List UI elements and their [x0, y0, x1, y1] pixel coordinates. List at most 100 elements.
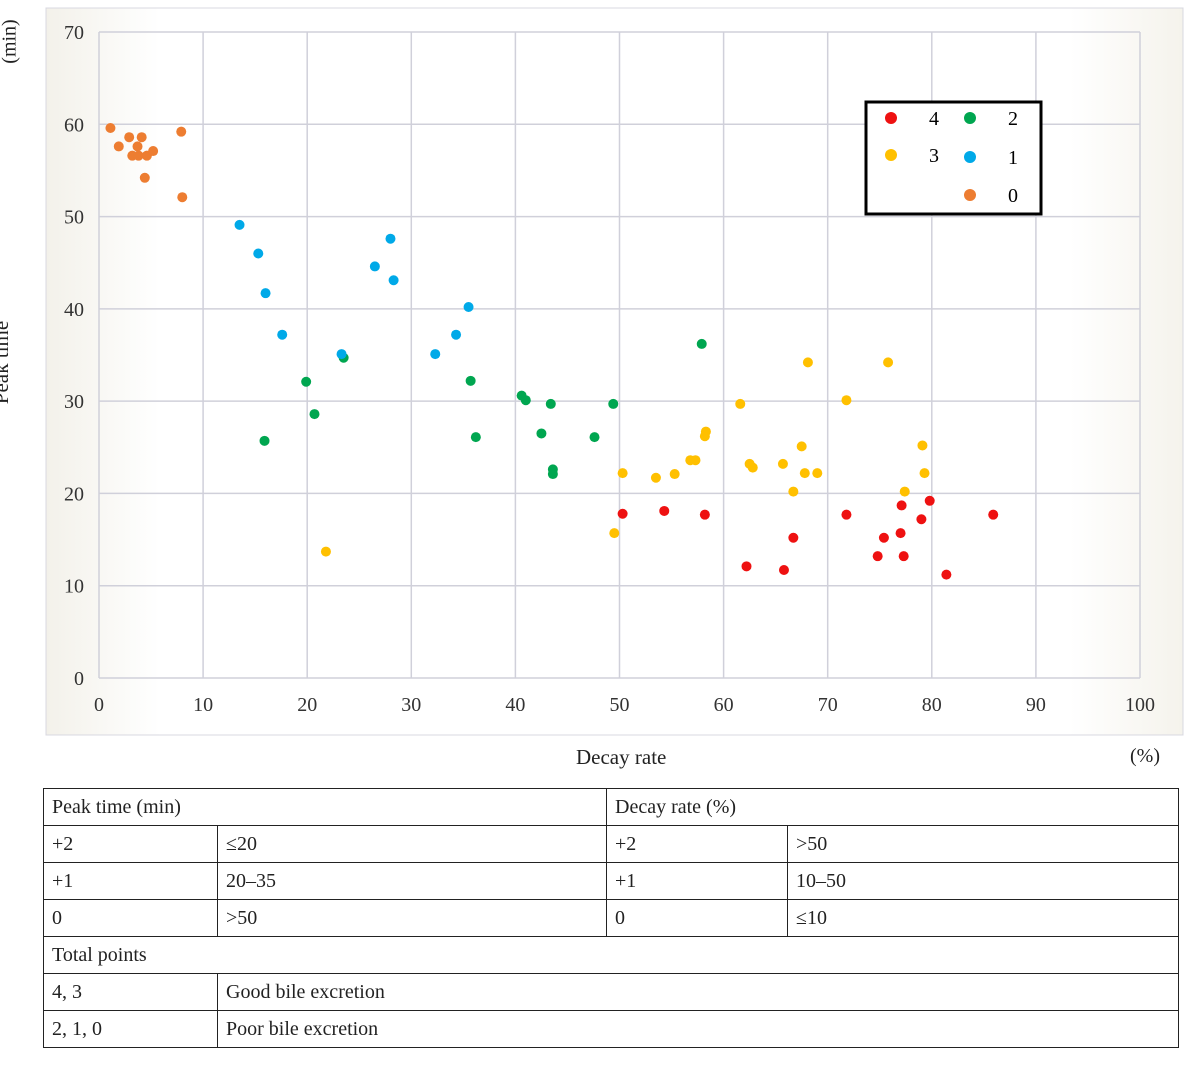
data-point-2: [520, 395, 531, 406]
legend-marker-1: [964, 151, 976, 163]
table-row: +2 ≤20 +2 >50: [43, 825, 1179, 863]
data-point-1: [277, 329, 288, 340]
data-point-2: [545, 398, 556, 409]
x-tick-label: 10: [193, 694, 213, 716]
y-tick-label: 40: [64, 299, 84, 321]
y-tick-label: 70: [64, 22, 84, 44]
data-point-3: [690, 455, 701, 466]
data-point-4: [916, 514, 927, 525]
peak-header: Peak time (min): [43, 788, 607, 826]
data-point-2: [309, 409, 320, 420]
cell: Good bile excretion: [217, 973, 1179, 1011]
data-point-0: [176, 126, 187, 137]
data-point-4: [924, 495, 935, 506]
legend-label-1: 1: [1008, 147, 1018, 169]
y-tick-label: 20: [64, 483, 84, 505]
data-point-1: [451, 329, 462, 340]
table-row: 2, 1, 0 Poor bile excretion: [43, 1010, 1179, 1048]
x-axis-unit: (%): [1130, 745, 1160, 767]
data-point-1: [234, 219, 245, 230]
data-point-3: [796, 441, 807, 452]
x-tick-label: 80: [922, 694, 942, 716]
data-point-4: [872, 551, 883, 562]
data-point-0: [105, 122, 116, 133]
data-point-4: [617, 508, 628, 519]
data-point-1: [253, 248, 264, 259]
data-point-1: [260, 288, 271, 299]
data-point-4: [741, 561, 752, 572]
table-header-row: Peak time (min) Decay rate (%): [43, 788, 1179, 826]
data-point-3: [788, 486, 799, 497]
x-tick-label: 50: [610, 694, 630, 716]
data-point-3: [777, 458, 788, 469]
data-point-4: [778, 565, 789, 576]
cell: >50: [787, 825, 1179, 863]
data-point-2: [589, 432, 600, 443]
scoring-table: Peak time (min) Decay rate (%) +2 ≤20 +2 >50…: [43, 788, 1179, 1048]
cell: 2, 1, 0: [43, 1010, 218, 1048]
cell: 20–35: [217, 862, 607, 900]
table-row: 0 >50 0 ≤10: [43, 899, 1179, 937]
cell: 0: [43, 899, 218, 937]
data-point-2: [547, 469, 558, 480]
cell: 10–50: [787, 862, 1179, 900]
data-point-0: [133, 150, 144, 161]
y-tick-label: 60: [64, 114, 84, 136]
data-point-4: [895, 528, 906, 539]
data-point-4: [988, 509, 999, 520]
data-point-4: [898, 551, 909, 562]
data-point-0: [124, 132, 135, 143]
data-point-1: [430, 349, 441, 360]
data-point-2: [259, 435, 270, 446]
data-point-4: [659, 505, 670, 516]
x-tick-label: 60: [714, 694, 734, 716]
data-point-0: [113, 141, 124, 152]
x-axis-label: Decay rate: [576, 745, 667, 769]
y-tick-label: 30: [64, 391, 84, 413]
data-point-1: [463, 302, 474, 313]
data-point-3: [669, 469, 680, 480]
data-point-3: [700, 426, 711, 437]
cell: +1: [606, 862, 788, 900]
data-point-3: [919, 468, 930, 479]
data-point-4: [896, 500, 907, 511]
table-row: Total points: [43, 936, 1179, 974]
legend-marker-0: [964, 189, 976, 201]
data-point-4: [788, 532, 799, 543]
data-point-3: [609, 528, 620, 539]
y-tick-label: 10: [64, 576, 84, 598]
data-point-1: [369, 261, 380, 272]
legend-marker-3: [885, 149, 897, 161]
data-point-3: [617, 468, 628, 479]
y-tick-label: 0: [74, 668, 84, 690]
data-point-2: [465, 375, 476, 386]
data-point-3: [650, 472, 661, 483]
data-point-3: [320, 546, 331, 557]
legend-marker-2: [964, 112, 976, 124]
decay-header: Decay rate (%): [606, 788, 1179, 826]
scatter-chart: 0 10 20 30 40 50 60 70 80 90 100010203040506070432…: [45, 7, 1184, 736]
legend-marker-4: [885, 112, 897, 124]
table-row: 4, 3 Good bile excretion: [43, 973, 1179, 1011]
data-point-4: [878, 532, 889, 543]
data-point-3: [899, 486, 910, 497]
cell: +2: [606, 825, 788, 863]
cell: ≤10: [787, 899, 1179, 937]
data-point-3: [735, 398, 746, 409]
cell: Poor bile excretion: [217, 1010, 1179, 1048]
x-tick-label: 20: [297, 694, 317, 716]
data-point-4: [841, 509, 852, 520]
data-point-0: [177, 192, 188, 203]
x-tick-label: 100: [1125, 694, 1155, 716]
table-row: +1 20–35 +1 10–50: [43, 862, 1179, 900]
total-header: Total points: [43, 936, 1179, 974]
data-point-3: [841, 395, 852, 406]
data-point-3: [917, 440, 928, 451]
cell: 0: [606, 899, 788, 937]
x-tick-label: 0: [94, 694, 104, 716]
data-point-2: [536, 428, 547, 439]
legend-label-4: 4: [929, 108, 939, 130]
cell: 4, 3: [43, 973, 218, 1011]
data-point-3: [812, 468, 823, 479]
y-axis-unit: (min): [0, 19, 21, 64]
